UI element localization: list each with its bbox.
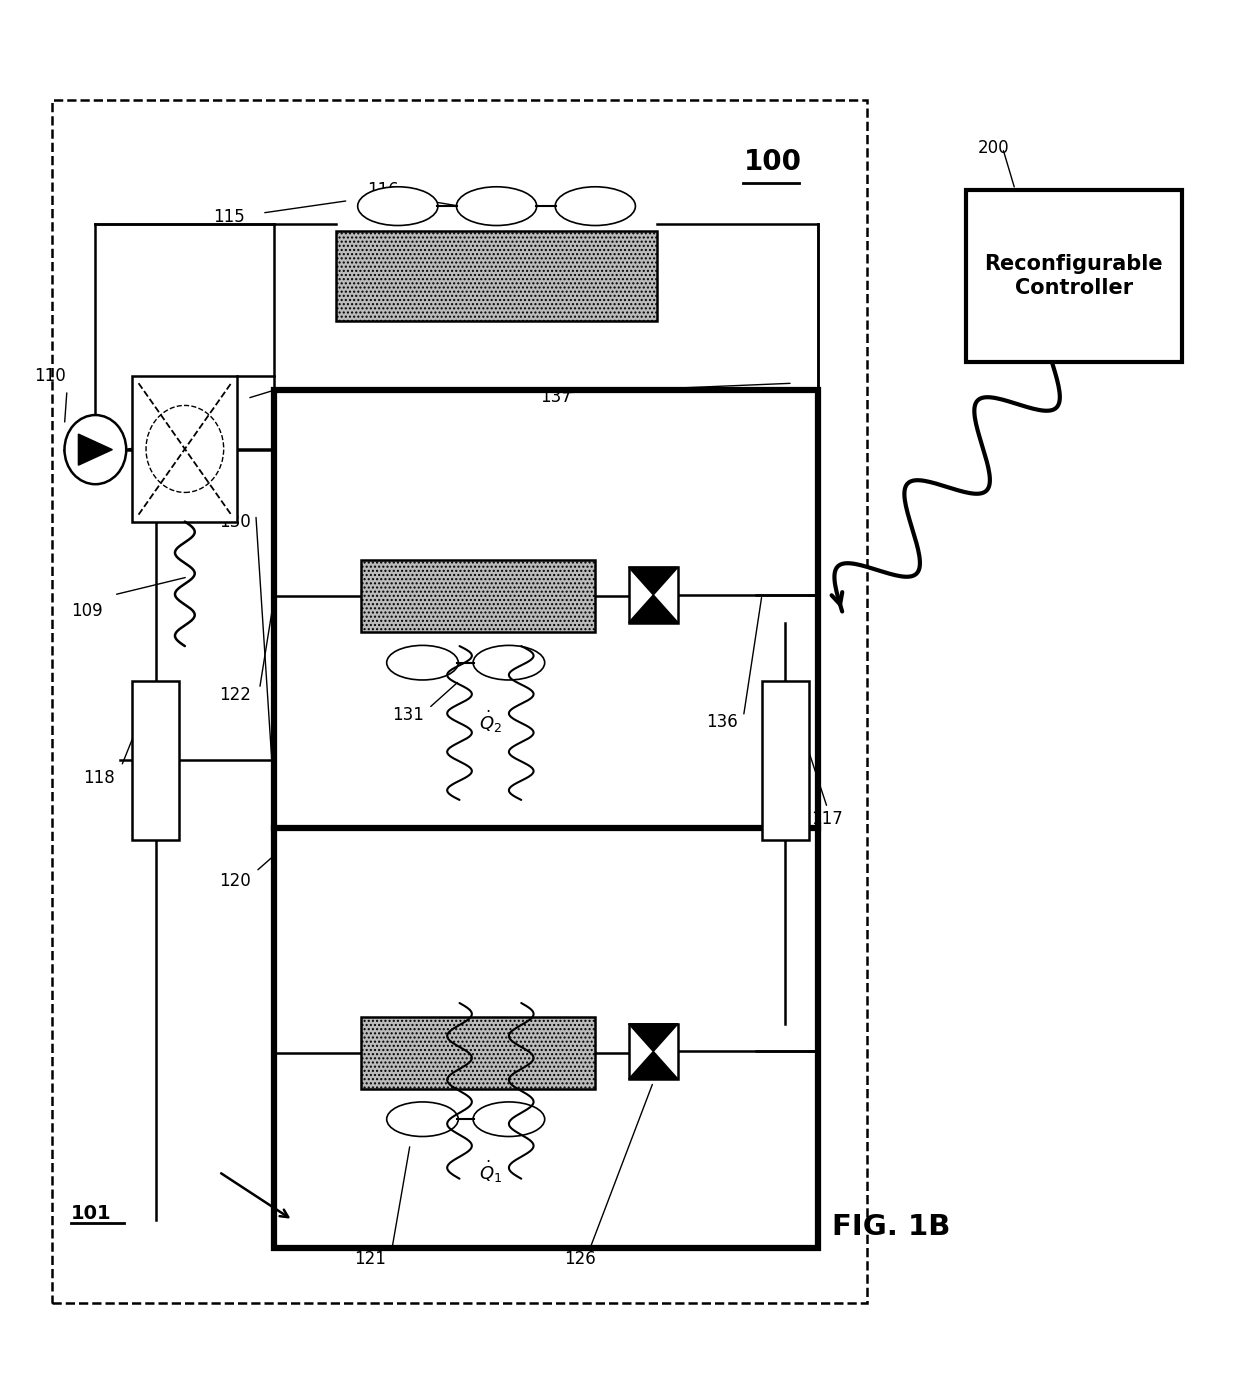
Bar (133, 376, 237, 521)
Text: 100: 100 (744, 147, 801, 175)
Text: 120: 120 (218, 872, 250, 890)
Text: $\dot{Q}_2$: $\dot{Q}_2$ (479, 708, 502, 735)
Circle shape (64, 415, 126, 485)
Text: 116: 116 (367, 181, 399, 199)
Bar (133, 681, 180, 840)
Text: Reconfigurable
Controller: Reconfigurable Controller (985, 254, 1163, 297)
Ellipse shape (387, 646, 459, 681)
Bar (361, 1017, 595, 1089)
Text: FIG. 1B: FIG. 1B (832, 1213, 951, 1242)
Bar (761, 681, 808, 840)
Bar (966, 189, 1182, 363)
Text: $\dot{Q}_1$: $\dot{Q}_1$ (479, 1158, 502, 1185)
Polygon shape (629, 594, 678, 622)
Text: 109: 109 (71, 603, 102, 621)
Text: 101: 101 (71, 1204, 112, 1222)
Bar (629, 1024, 678, 1079)
Ellipse shape (357, 186, 438, 225)
Text: 117: 117 (811, 810, 843, 828)
Text: 130: 130 (218, 513, 250, 531)
Bar (336, 231, 657, 321)
Text: 200: 200 (978, 139, 1009, 157)
Text: 122: 122 (218, 686, 250, 703)
Text: 137: 137 (539, 388, 572, 406)
Polygon shape (78, 435, 113, 465)
Ellipse shape (456, 186, 537, 225)
Ellipse shape (474, 1101, 544, 1136)
Text: 118: 118 (83, 768, 115, 786)
Bar (52, 100, 867, 1303)
Text: 131: 131 (392, 706, 424, 724)
Text: 115: 115 (212, 208, 244, 226)
Ellipse shape (556, 186, 635, 225)
Polygon shape (629, 567, 678, 594)
Text: 136: 136 (707, 713, 738, 731)
Text: 110: 110 (33, 367, 66, 385)
Ellipse shape (387, 1101, 459, 1136)
Text: 121: 121 (355, 1250, 387, 1268)
Ellipse shape (474, 646, 544, 681)
Polygon shape (629, 1051, 678, 1079)
Polygon shape (629, 1024, 678, 1051)
Bar (361, 560, 595, 632)
Text: 132: 132 (207, 394, 238, 413)
Bar (629, 567, 678, 622)
Bar (274, 390, 817, 1247)
Text: 126: 126 (564, 1250, 596, 1268)
